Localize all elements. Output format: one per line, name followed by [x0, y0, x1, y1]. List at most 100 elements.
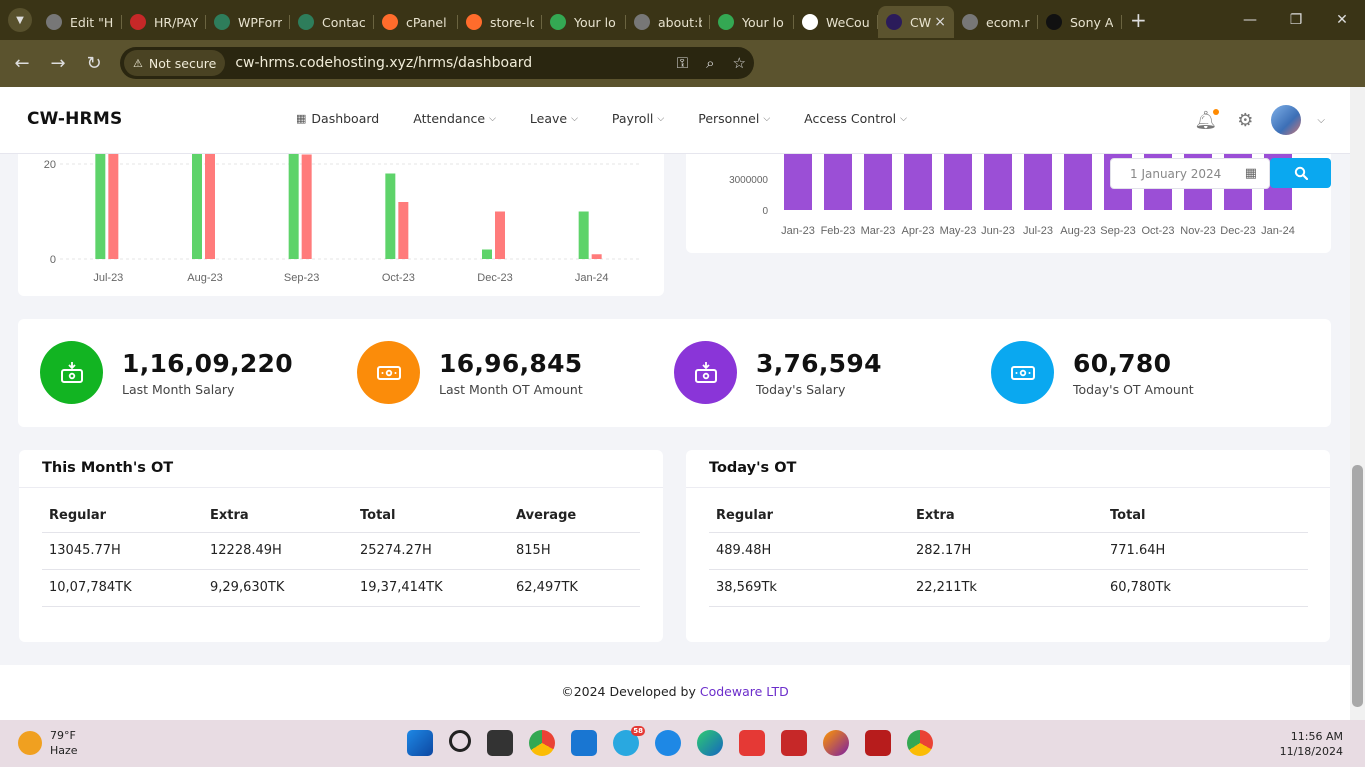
bar[interactable] — [1024, 148, 1052, 210]
bar[interactable] — [578, 211, 589, 260]
edge-icon[interactable] — [697, 730, 723, 756]
browser-tab[interactable]: Edit "H — [38, 6, 122, 38]
notification-dot — [1213, 108, 1220, 115]
bar[interactable] — [904, 148, 932, 210]
reload-button[interactable]: ↻ — [86, 53, 102, 74]
zoom-icon[interactable]: ⌕ — [706, 54, 715, 72]
stat-value: 16,96,845 — [439, 348, 583, 378]
browser-tab[interactable]: store-lo — [458, 6, 542, 38]
scrollbar-thumb[interactable] — [1352, 465, 1363, 707]
bar[interactable] — [288, 149, 299, 259]
bar[interactable] — [205, 149, 215, 259]
table-cell: 25274.27H — [353, 532, 509, 570]
menu-payroll[interactable]: Payroll ⌵ — [612, 111, 664, 126]
navbar-actions: 🔔︎ ⚙ ⌵ — [1194, 105, 1350, 135]
bar[interactable] — [301, 154, 312, 260]
bar[interactable] — [95, 149, 106, 259]
url-text[interactable]: cw-hrms.codehosting.xyz/hrms/dashboard — [235, 55, 533, 71]
bar[interactable] — [398, 202, 409, 259]
chrome-profile-icon[interactable] — [907, 730, 933, 756]
windows-start-icon[interactable] — [407, 730, 433, 756]
site-info-button[interactable]: ⚠ Not secure — [124, 50, 226, 76]
x-tick-label: Jan-24 — [575, 272, 609, 284]
user-avatar[interactable] — [1271, 105, 1302, 135]
menu-leave[interactable]: Leave ⌵ — [530, 111, 578, 126]
filezilla-server-icon[interactable] — [865, 730, 891, 756]
back-button[interactable]: ← — [14, 53, 30, 74]
table-cell: 22,211Tk — [909, 569, 1103, 607]
chrome-icon[interactable] — [529, 730, 555, 756]
browser-tab[interactable]: Your lo — [542, 6, 626, 38]
bar[interactable] — [984, 148, 1012, 210]
bar[interactable] — [784, 148, 812, 210]
page-scrollbar[interactable] — [1350, 87, 1365, 720]
tab-search-button[interactable]: ▼ — [8, 8, 32, 32]
favicon-icon — [1046, 14, 1062, 30]
browser-tab-bar: ▼ Edit "H HR/PAY WPForr Contac cPanel store-l… — [0, 0, 1365, 40]
browser-tab[interactable]: HR/PAY — [122, 6, 206, 38]
search-button[interactable] — [1270, 158, 1331, 188]
salary-icon — [674, 341, 737, 404]
calendar-icon[interactable]: ▦ — [1244, 166, 1257, 181]
menu-access-control[interactable]: Access Control ⌵ — [804, 111, 907, 126]
browser-tab[interactable]: WeCou — [794, 6, 878, 38]
user-menu-chevron-icon[interactable]: ⌵ — [1317, 114, 1325, 126]
system-clock[interactable]: 11:56 AM 11/18/2024 — [1280, 729, 1343, 759]
menu-attendance[interactable]: Attendance ⌵ — [413, 111, 496, 126]
favicon-icon — [718, 14, 734, 30]
minimize-button[interactable]: — — [1243, 12, 1257, 28]
weather-widget[interactable]: 79°F Haze — [18, 728, 78, 758]
footer-company-link[interactable]: Codeware LTD — [699, 684, 789, 699]
browser-tab[interactable]: about:b — [626, 6, 710, 38]
browser-tab[interactable]: ecom.r — [954, 6, 1038, 38]
menu-label: Dashboard — [311, 111, 380, 126]
browser-tab[interactable]: Contac — [290, 6, 374, 38]
bar[interactable] — [482, 249, 492, 260]
bar[interactable] — [944, 148, 972, 210]
bar[interactable] — [1064, 148, 1092, 210]
settings-gear-icon[interactable]: ⚙ — [1237, 109, 1254, 131]
weather-temp: 79°F — [50, 729, 76, 742]
menu-personnel[interactable]: Personnel ⌵ — [698, 111, 770, 126]
bar[interactable] — [495, 211, 505, 260]
maximize-button[interactable]: ❐ — [1289, 12, 1303, 28]
filezilla-icon[interactable] — [781, 730, 807, 756]
new-tab-button[interactable]: + — [1130, 8, 1147, 32]
main-menu: ▦ Dashboard Attendance ⌵ Leave ⌵ Payroll ⌵ … — [296, 111, 941, 126]
close-tab-icon[interactable]: × — [934, 14, 946, 30]
bar[interactable] — [108, 149, 119, 259]
browser-tab[interactable]: cPanel — [374, 6, 458, 38]
menu-label: Leave — [529, 111, 568, 126]
firefox-icon[interactable] — [823, 730, 849, 756]
bar[interactable] — [591, 254, 602, 259]
bookmark-star-icon[interactable]: ☆ — [732, 54, 746, 72]
vscode-icon[interactable] — [571, 730, 597, 756]
address-bar[interactable]: ⚠ Not secure cw-hrms.codehosting.xyz/hrm… — [120, 47, 754, 79]
task-view-icon[interactable] — [487, 730, 513, 756]
browser-tab[interactable]: Sony A — [1038, 6, 1122, 38]
table-cell: 60,780Tk — [1103, 569, 1308, 607]
forward-button[interactable]: → — [50, 53, 66, 74]
browser-tab[interactable]: Your lo — [710, 6, 794, 38]
telegram-icon[interactable]: 58 — [613, 726, 645, 756]
bar[interactable] — [385, 173, 396, 260]
menu-dashboard[interactable]: ▦ Dashboard — [296, 111, 379, 126]
key-icon[interactable]: ⚿ — [676, 54, 689, 72]
browser-tab[interactable]: CW × — [878, 6, 954, 38]
search-icon[interactable] — [449, 730, 471, 752]
notification-bell-icon[interactable]: 🔔︎ — [1194, 108, 1220, 131]
browser-tab[interactable]: WPForr — [206, 6, 290, 38]
app-icon[interactable] — [655, 730, 681, 756]
security-label: Not secure — [148, 55, 217, 71]
date-input[interactable]: 1 January 2024 ▦ — [1110, 158, 1270, 189]
bar[interactable] — [192, 149, 202, 259]
anydesk-icon[interactable] — [739, 730, 765, 756]
bar[interactable] — [824, 148, 852, 210]
page-viewport: CW-HRMS ▦ Dashboard Attendance ⌵ Leave ⌵ P… — [0, 87, 1350, 720]
bar[interactable] — [864, 148, 892, 210]
favicon-icon — [886, 14, 902, 30]
stat-label: Last Month Salary — [122, 381, 235, 397]
brand-logo[interactable]: CW-HRMS — [27, 109, 123, 129]
column-header: Regular — [709, 500, 909, 533]
close-window-button[interactable]: ✕ — [1336, 12, 1348, 28]
